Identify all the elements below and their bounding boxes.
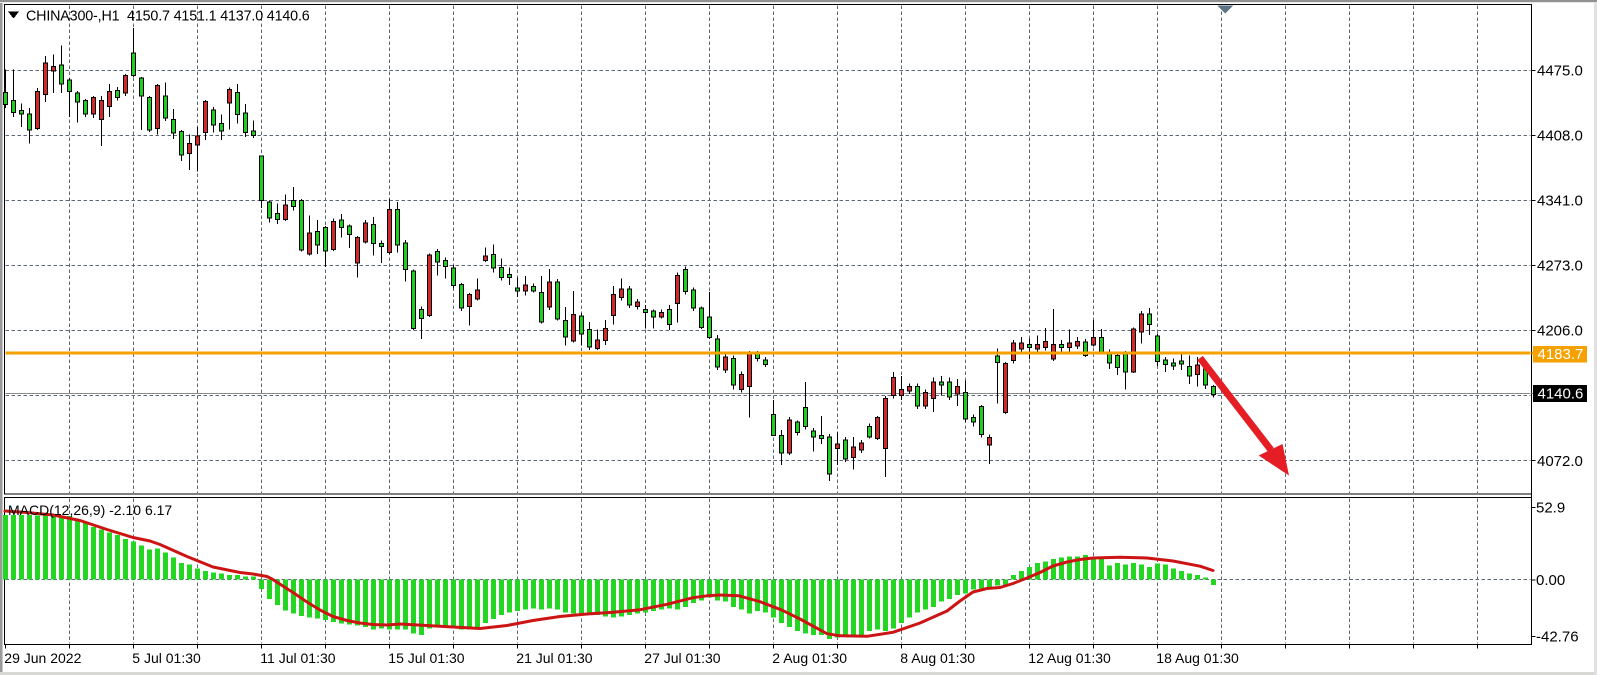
svg-text:2 Aug 01:30: 2 Aug 01:30 — [772, 650, 847, 666]
svg-text:0.00: 0.00 — [1536, 572, 1565, 589]
svg-text:4273.0: 4273.0 — [1537, 258, 1583, 275]
svg-text:11 Jul 01:30: 11 Jul 01:30 — [260, 650, 335, 666]
svg-text:21 Jul 01:30: 21 Jul 01:30 — [516, 650, 592, 666]
svg-text:4183.7: 4183.7 — [1538, 346, 1584, 363]
svg-text:4072.0: 4072.0 — [1537, 453, 1583, 470]
svg-text:15 Jul 01:30: 15 Jul 01:30 — [388, 650, 464, 666]
svg-text:CHINA300-,H1 4150.7 4151.1 41: CHINA300-,H1 4150.7 4151.1 4137.0 4140.6 — [26, 9, 310, 25]
svg-text:4140.6: 4140.6 — [1538, 386, 1584, 403]
svg-text:27 Jul 01:30: 27 Jul 01:30 — [644, 650, 720, 666]
svg-text:-42.76: -42.76 — [1536, 629, 1579, 646]
svg-text:18 Aug 01:30: 18 Aug 01:30 — [1156, 650, 1239, 666]
svg-text:4206.0: 4206.0 — [1537, 323, 1583, 340]
svg-text:29 Jun 2022: 29 Jun 2022 — [4, 650, 81, 666]
svg-text:4341.0: 4341.0 — [1537, 193, 1583, 210]
svg-text:12 Aug 01:30: 12 Aug 01:30 — [1028, 650, 1111, 666]
svg-text:5 Jul 01:30: 5 Jul 01:30 — [132, 650, 201, 666]
svg-text:MACD(12,26,9) -2.10 6.17: MACD(12,26,9) -2.10 6.17 — [8, 502, 172, 518]
svg-text:4408.0: 4408.0 — [1537, 128, 1583, 145]
svg-text:4475.0: 4475.0 — [1537, 63, 1583, 80]
svg-text:52.9: 52.9 — [1536, 500, 1565, 517]
svg-text:8 Aug 01:30: 8 Aug 01:30 — [900, 650, 975, 666]
